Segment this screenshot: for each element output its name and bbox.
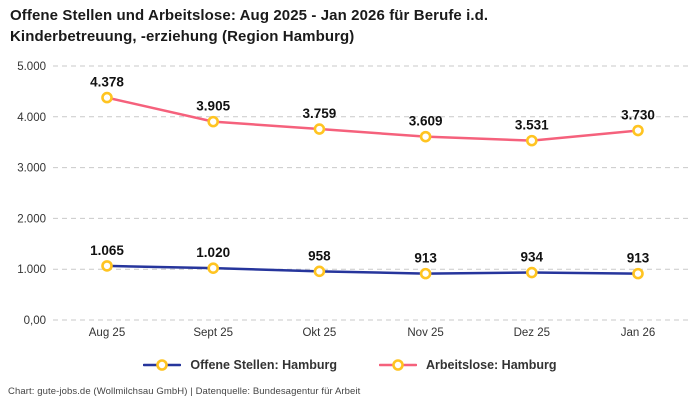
y-tick-label: 2.000 bbox=[17, 213, 46, 225]
data-point-label: 958 bbox=[308, 248, 331, 263]
line-chart-plot-area: 0,00 1.000 2.000 3.000 4.000 5.000 Aug 25 Sept … bbox=[17, 61, 688, 339]
chart-legend: Offene Stellen: Hamburg Arbeitslose: Hamb… bbox=[0, 358, 700, 372]
data-point-label: 3.905 bbox=[196, 99, 230, 114]
data-point-marker[interactable] bbox=[525, 134, 538, 147]
data-point-label: 913 bbox=[414, 251, 437, 266]
y-tick-label: 1.000 bbox=[17, 264, 46, 276]
y-tick-label: 4.000 bbox=[17, 112, 46, 124]
data-point-marker[interactable] bbox=[207, 115, 219, 128]
data-point-label: 1.020 bbox=[196, 245, 230, 260]
series-line-0 bbox=[105, 264, 640, 275]
series-line-1 bbox=[105, 96, 640, 142]
data-point-marker[interactable] bbox=[632, 124, 644, 137]
legend-item-0[interactable]: Offene Stellen: Hamburg bbox=[143, 358, 337, 372]
chart-attribution: Chart: gute-jobs.de (Wollmilchsau GmbH) … bbox=[8, 386, 361, 397]
x-tick-label: Sept 25 bbox=[193, 327, 233, 339]
data-point-label: 3.730 bbox=[621, 108, 655, 123]
data-point-marker[interactable] bbox=[313, 123, 326, 135]
data-point-marker[interactable] bbox=[101, 91, 113, 104]
chart-title: Offene Stellen und Arbeitslose: Aug 2025… bbox=[10, 7, 489, 45]
data-point-marker[interactable] bbox=[101, 260, 113, 272]
x-tick-label: Okt 25 bbox=[302, 327, 336, 339]
legend-label: Arbeitslose: Hamburg bbox=[425, 358, 557, 372]
data-point-marker[interactable] bbox=[632, 267, 644, 280]
legend-line-marker-icon bbox=[378, 359, 417, 371]
y-tick-label: 0,00 bbox=[24, 315, 46, 327]
legend-item-1[interactable]: Arbeitslose: Hamburg bbox=[378, 358, 557, 372]
data-point-label: 1.065 bbox=[90, 243, 124, 258]
data-point-label: 4.378 bbox=[90, 75, 124, 90]
legend-line-marker-icon bbox=[143, 359, 182, 371]
y-tick-label: 3.000 bbox=[17, 163, 46, 175]
data-point-marker[interactable] bbox=[419, 130, 432, 143]
data-point-label: 3.759 bbox=[303, 106, 337, 121]
y-tick-label: 5.000 bbox=[17, 61, 46, 73]
x-tick-label: Dez 25 bbox=[514, 327, 550, 339]
data-point-label: 913 bbox=[627, 251, 650, 266]
x-tick-label: Nov 25 bbox=[407, 327, 443, 339]
data-point-marker[interactable] bbox=[313, 265, 326, 278]
data-point-marker[interactable] bbox=[419, 267, 432, 280]
data-point-marker[interactable] bbox=[207, 262, 219, 274]
x-tick-label: Jan 26 bbox=[621, 327, 656, 339]
x-tick-label: Aug 25 bbox=[89, 327, 125, 339]
data-point-marker[interactable] bbox=[525, 266, 538, 279]
data-point-label: 934 bbox=[521, 250, 544, 265]
data-point-label: 3.531 bbox=[515, 118, 549, 133]
legend-label: Offene Stellen: Hamburg bbox=[190, 358, 337, 372]
data-point-label: 3.609 bbox=[409, 114, 443, 129]
